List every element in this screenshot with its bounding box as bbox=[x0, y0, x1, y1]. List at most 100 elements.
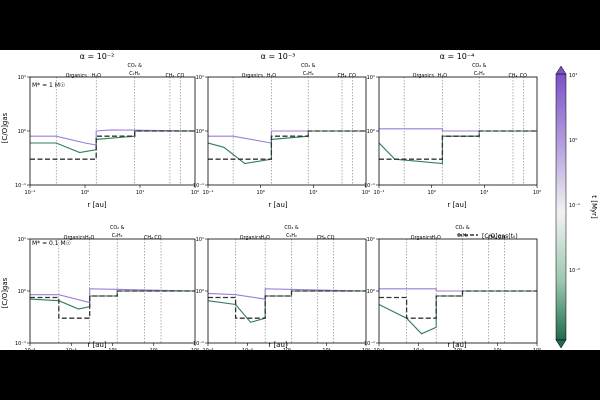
snowline-label-3-6: CO bbox=[520, 73, 527, 79]
colorbar-tick-2: 10⁰ bbox=[569, 138, 577, 144]
snowline-label-5-2: H₂O bbox=[261, 235, 271, 241]
colorbar-tick-3: 10⁻¹ bbox=[569, 203, 580, 209]
xtick-label-5-2: 10⁻¹ bbox=[242, 348, 253, 350]
xtick-label-2-4: 10² bbox=[362, 190, 370, 196]
snowline-label-3-5: CH₄ bbox=[509, 73, 518, 79]
initial-line-1 bbox=[30, 130, 195, 160]
xlabel-2-3: r [au] bbox=[447, 341, 467, 349]
snowline-label-3-4: C₂H₂ bbox=[474, 71, 485, 77]
snowline-label-2-5: CH₄ bbox=[338, 73, 347, 79]
xtick-label-1-2: 10⁰ bbox=[81, 190, 89, 196]
snowline-label-4-1: Organics bbox=[64, 235, 86, 241]
snowline-label-5-3: CO₂ & bbox=[284, 225, 299, 231]
snowline-label-5-4: C₂H₂ bbox=[286, 233, 297, 239]
colorbar-tick-1: 10¹ bbox=[569, 73, 577, 79]
xtick-label-4-1: 10⁻² bbox=[24, 348, 35, 350]
ytick-label-1-2: 10⁰ bbox=[18, 129, 26, 135]
snowline-label-1-5: CH₄ bbox=[165, 73, 174, 79]
xtick-label-3-3: 10¹ bbox=[480, 190, 488, 196]
snowline-label-2-1: Organics bbox=[242, 73, 264, 79]
ytick-label-4-3: 10⁻¹ bbox=[15, 341, 26, 347]
initial-line-3 bbox=[379, 130, 537, 160]
snowline-label-1-3: CO₂ & bbox=[128, 63, 143, 69]
row-label-1: M* = 1 M☉ bbox=[32, 82, 65, 89]
snowline-label-3-3: CO₂ & bbox=[472, 63, 487, 69]
series-line-1-early bbox=[30, 130, 195, 154]
ytick-label-5-2: 10⁰ bbox=[196, 289, 204, 295]
xtick-label-3-1: 10⁻¹ bbox=[373, 190, 384, 196]
figure: α = 10⁻² α = 10⁻³ α = 10⁻⁴ [C/O]gas [C/O… bbox=[0, 50, 600, 354]
xtick-label-2-2: 10⁰ bbox=[256, 190, 264, 196]
snowline-label-4-3: CO₂ & bbox=[110, 225, 125, 231]
ylabel-row1: [C/O]gas bbox=[1, 112, 9, 143]
initial-line-4 bbox=[30, 290, 195, 319]
xlabel-2-1: r [au] bbox=[87, 341, 107, 349]
snowline-label-1-1: Organics bbox=[66, 73, 88, 79]
ytick-label-4-1: 10¹ bbox=[18, 237, 26, 243]
figure-svg: α = 10⁻² α = 10⁻³ α = 10⁻⁴ [C/O]gas [C/O… bbox=[1, 52, 598, 354]
initial-line-2 bbox=[208, 130, 366, 160]
xtick-label-5-3: 10⁰ bbox=[283, 348, 291, 350]
ytick-label-2-1: 10¹ bbox=[196, 75, 204, 81]
xtick-label-1-4: 10² bbox=[191, 190, 199, 196]
ytick-label-3-3: 10⁻¹ bbox=[364, 183, 375, 189]
colorbar-top-arrow bbox=[555, 65, 567, 75]
snowline-label-6-2: H₂O bbox=[432, 235, 442, 241]
xtick-label-6-2: 10⁻¹ bbox=[413, 348, 424, 350]
colorbar-label: t [Myr] bbox=[590, 195, 598, 219]
initial-line-6 bbox=[379, 290, 537, 319]
ytick-label-6-3: 10⁻¹ bbox=[364, 341, 375, 347]
colorbar bbox=[555, 73, 567, 341]
snowline-label-3-1: Organics bbox=[413, 73, 435, 79]
xtick-label-5-4: 10¹ bbox=[322, 348, 330, 350]
snowline-label-6-5: CH₄ CO bbox=[488, 235, 506, 241]
xlabel-1-3: r [au] bbox=[447, 201, 467, 209]
ytick-label-3-1: 10¹ bbox=[367, 75, 375, 81]
snowline-label-2-2: H₂O bbox=[267, 73, 277, 79]
xtick-label-3-2: 10⁰ bbox=[427, 190, 435, 196]
initial-line-5 bbox=[208, 290, 366, 319]
xtick-label-2-1: 10⁻¹ bbox=[202, 190, 213, 196]
ytick-label-5-1: 10¹ bbox=[196, 237, 204, 243]
xtick-label-6-4: 10¹ bbox=[493, 348, 501, 350]
snowline-label-4-5: CH₄ CO bbox=[144, 235, 162, 241]
xlabel-1-1: r [au] bbox=[87, 201, 107, 209]
xtick-label-1-1: 10⁻¹ bbox=[24, 190, 35, 196]
ytick-label-6-2: 10⁰ bbox=[367, 289, 375, 295]
xtick-label-1-3: 10¹ bbox=[136, 190, 144, 196]
xtick-label-6-5: 10² bbox=[533, 348, 541, 350]
ytick-label-4-2: 10⁰ bbox=[18, 289, 26, 295]
snowline-label-1-2: H₂O bbox=[92, 73, 102, 79]
ytick-label-3-2: 10⁰ bbox=[367, 129, 375, 135]
ylabel-row2: [C/O]gas bbox=[1, 277, 9, 308]
snowline-label-3-2: H₂O bbox=[438, 73, 448, 79]
column-title-3: α = 10⁻⁴ bbox=[440, 52, 475, 61]
ytick-label-6-1: 10¹ bbox=[367, 237, 375, 243]
xtick-label-5-1: 10⁻² bbox=[202, 348, 213, 350]
snowline-label-1-4: C₂H₂ bbox=[129, 71, 140, 77]
snowline-label-5-5: CH₄ CO bbox=[317, 235, 335, 241]
series-line-4-early bbox=[30, 290, 195, 310]
ytick-label-1-1: 10¹ bbox=[18, 75, 26, 81]
column-title-2: α = 10⁻³ bbox=[261, 52, 296, 61]
xtick-label-4-4: 10¹ bbox=[150, 348, 158, 350]
ytick-label-2-3: 10⁻¹ bbox=[193, 183, 204, 189]
snowline-label-6-3: CO₂ & bbox=[455, 225, 470, 231]
snowline-label-6-4: C₂H₂ bbox=[457, 233, 468, 239]
ytick-label-2-2: 10⁰ bbox=[196, 129, 204, 135]
xtick-label-5-5: 10² bbox=[362, 348, 370, 350]
legend-label: [C/O]gas(t₀) bbox=[482, 233, 518, 240]
xlabel-2-2: r [au] bbox=[268, 341, 288, 349]
snowline-label-6-1: Organics bbox=[411, 235, 433, 241]
xtick-label-3-4: 10² bbox=[533, 190, 541, 196]
series-line-2-late bbox=[208, 130, 366, 144]
column-title-1: α = 10⁻² bbox=[80, 52, 115, 61]
snowline-label-4-4: C₂H₂ bbox=[112, 233, 123, 239]
row-label-2: M* = 0.1 M☉ bbox=[32, 240, 71, 247]
snowline-label-2-4: C₂H₂ bbox=[303, 71, 314, 77]
snowline-label-5-1: Organics bbox=[240, 235, 262, 241]
ytick-label-5-3: 10⁻¹ bbox=[193, 341, 204, 347]
colorbar-tick-4: 10⁻² bbox=[569, 268, 580, 274]
xtick-label-2-3: 10¹ bbox=[309, 190, 317, 196]
